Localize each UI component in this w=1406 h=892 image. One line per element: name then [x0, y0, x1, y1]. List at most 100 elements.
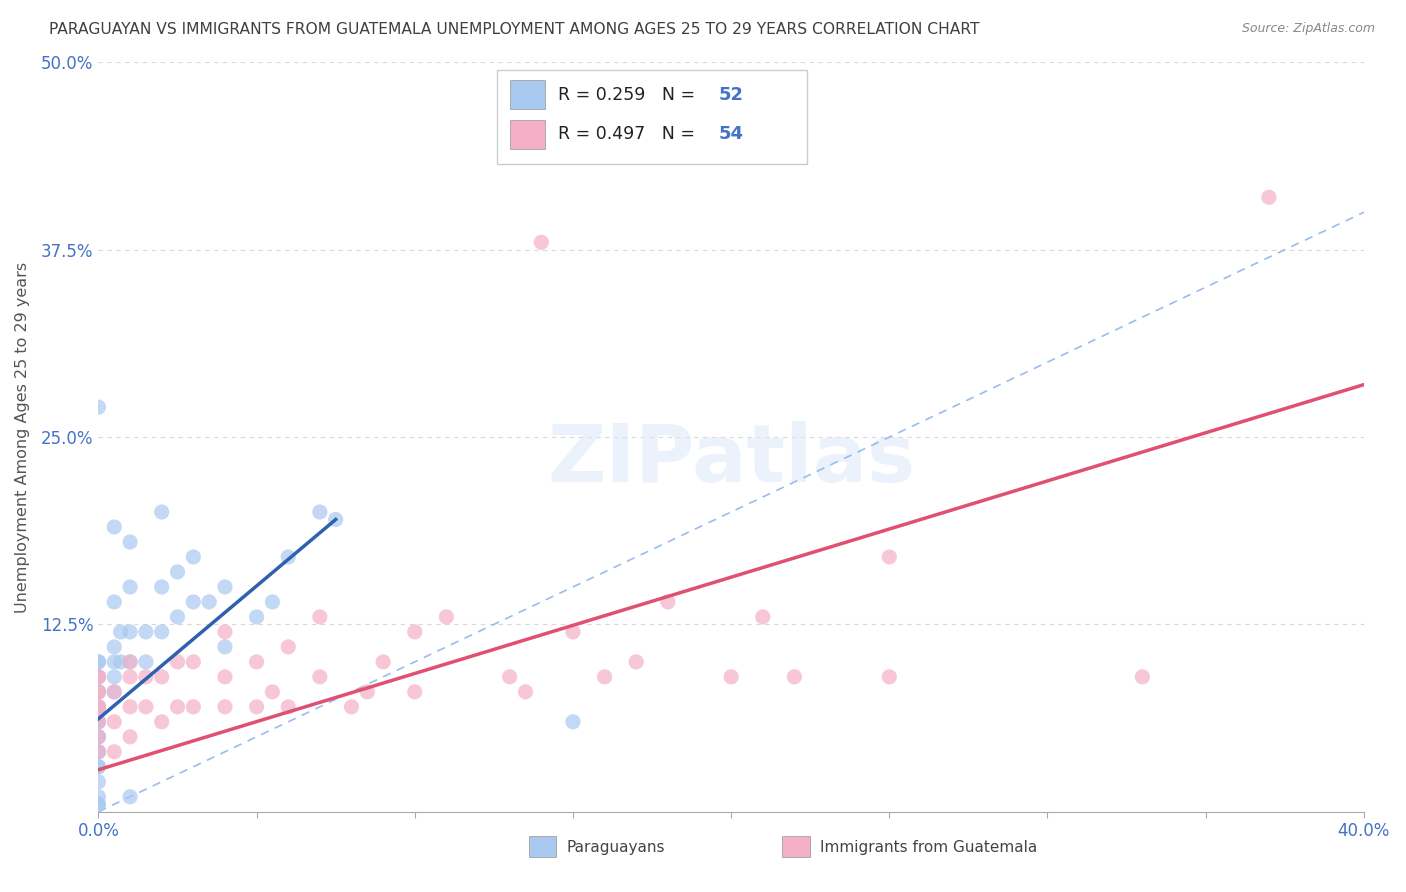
FancyBboxPatch shape — [529, 836, 557, 856]
Point — [87, 730, 110, 744]
Point — [87, 745, 110, 759]
Point — [120, 699, 141, 714]
Point — [356, 685, 378, 699]
Text: 52: 52 — [718, 86, 744, 103]
Text: 54: 54 — [718, 126, 744, 144]
Point — [561, 624, 585, 639]
Point — [214, 624, 236, 639]
Point — [135, 699, 157, 714]
Point — [103, 655, 125, 669]
Point — [593, 670, 616, 684]
Point — [103, 745, 125, 759]
Point — [87, 760, 110, 774]
Point — [720, 670, 742, 684]
Point — [404, 624, 426, 639]
Point — [87, 730, 110, 744]
Text: Source: ZipAtlas.com: Source: ZipAtlas.com — [1241, 22, 1375, 36]
Point — [87, 699, 110, 714]
Point — [103, 714, 125, 729]
Point — [120, 730, 141, 744]
Point — [87, 699, 110, 714]
Point — [198, 595, 221, 609]
Point — [277, 640, 299, 654]
Point — [87, 670, 110, 684]
Point — [436, 610, 458, 624]
Point — [246, 699, 269, 714]
Point — [404, 685, 426, 699]
Point — [87, 789, 110, 804]
Point — [150, 670, 173, 684]
Point — [214, 580, 236, 594]
Point — [87, 730, 110, 744]
Point — [87, 699, 110, 714]
Point — [87, 760, 110, 774]
Point — [120, 624, 141, 639]
Point — [135, 670, 157, 684]
Point — [277, 549, 299, 564]
Point — [371, 655, 394, 669]
Text: R = 0.497   N =: R = 0.497 N = — [558, 126, 700, 144]
Point — [87, 685, 110, 699]
Point — [135, 624, 157, 639]
Point — [309, 610, 332, 624]
Y-axis label: Unemployment Among Ages 25 to 29 years: Unemployment Among Ages 25 to 29 years — [15, 261, 30, 613]
Point — [214, 699, 236, 714]
Point — [277, 699, 299, 714]
Text: R = 0.259   N =: R = 0.259 N = — [558, 86, 700, 103]
Point — [87, 714, 110, 729]
Point — [87, 655, 110, 669]
Point — [120, 670, 141, 684]
Point — [214, 670, 236, 684]
Point — [1130, 670, 1153, 684]
Point — [262, 595, 284, 609]
Point — [120, 535, 141, 549]
Point — [87, 714, 110, 729]
Point — [87, 670, 110, 684]
Point — [783, 670, 806, 684]
Text: Immigrants from Guatemala: Immigrants from Guatemala — [820, 840, 1038, 855]
Point — [120, 580, 141, 594]
Point — [87, 745, 110, 759]
Point — [498, 670, 520, 684]
Point — [87, 685, 110, 699]
Point — [87, 797, 110, 812]
Point — [214, 640, 236, 654]
Point — [325, 512, 347, 526]
Point — [110, 655, 132, 669]
Point — [103, 685, 125, 699]
Point — [183, 699, 205, 714]
Point — [166, 610, 188, 624]
Point — [657, 595, 679, 609]
Text: ZIPatlas: ZIPatlas — [547, 420, 915, 499]
Point — [120, 789, 141, 804]
Point — [103, 520, 125, 534]
Point — [309, 505, 332, 519]
Point — [120, 655, 141, 669]
Point — [1257, 190, 1279, 204]
Point — [87, 797, 110, 812]
Point — [751, 610, 773, 624]
Point — [87, 685, 110, 699]
Point — [103, 670, 125, 684]
Point — [87, 745, 110, 759]
Point — [166, 565, 188, 579]
Point — [103, 685, 125, 699]
Point — [340, 699, 363, 714]
Point — [246, 610, 269, 624]
Point — [103, 640, 125, 654]
Point — [120, 655, 141, 669]
Point — [87, 699, 110, 714]
Point — [87, 655, 110, 669]
Point — [87, 400, 110, 414]
Point — [150, 505, 173, 519]
Point — [150, 580, 173, 594]
Point — [183, 595, 205, 609]
FancyBboxPatch shape — [498, 70, 807, 163]
Point — [87, 670, 110, 684]
Point — [110, 624, 132, 639]
Point — [530, 235, 553, 250]
FancyBboxPatch shape — [510, 120, 546, 149]
Point — [87, 774, 110, 789]
Text: Paraguayans: Paraguayans — [567, 840, 665, 855]
Point — [150, 624, 173, 639]
